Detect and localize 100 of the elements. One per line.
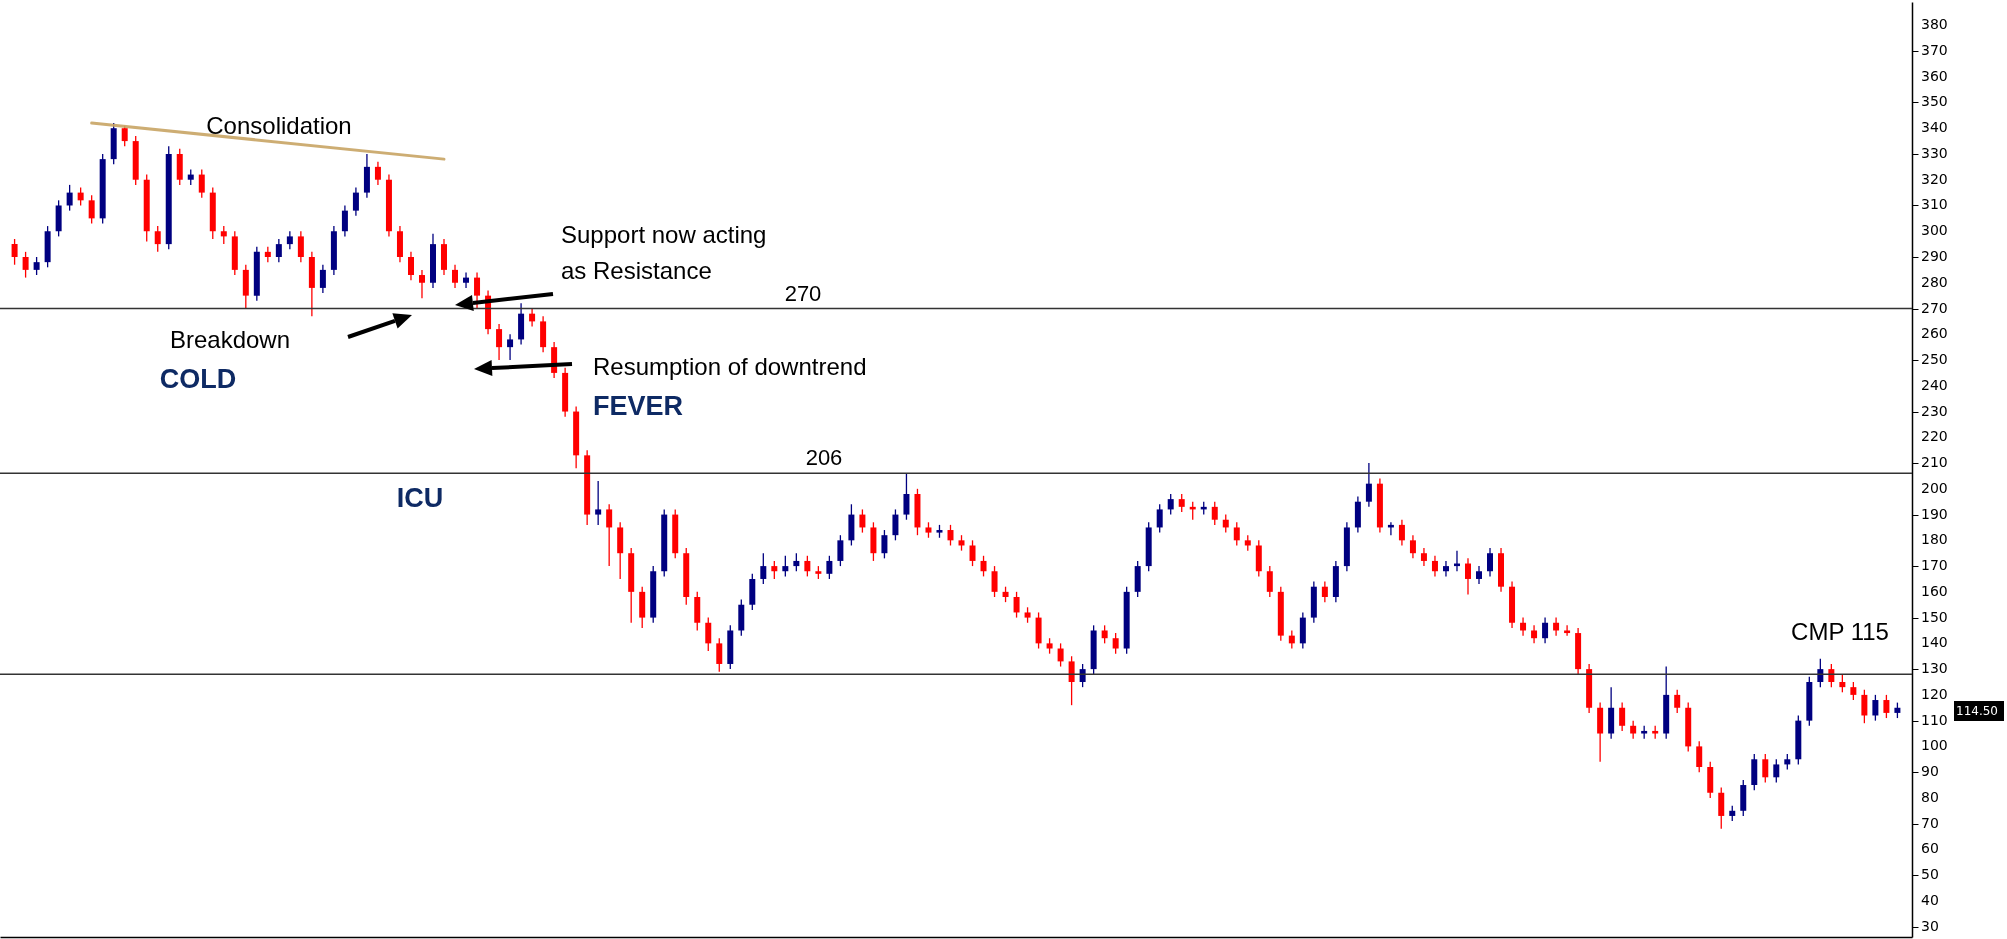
candlestick bbox=[1013, 591, 1020, 619]
candlestick bbox=[826, 555, 833, 580]
y-tick-label: 300 bbox=[1921, 222, 1948, 239]
y-tick-label: 330 bbox=[1921, 144, 1948, 161]
y-tick-label: 180 bbox=[1921, 531, 1948, 548]
candlestick bbox=[1409, 534, 1416, 560]
text: 114.50 bbox=[1956, 704, 1998, 718]
y-tick-label: 70 bbox=[1921, 814, 1939, 831]
candlestick bbox=[1057, 642, 1064, 668]
candlestick bbox=[782, 555, 789, 578]
candlestick bbox=[1288, 629, 1295, 650]
y-tick-label: 90 bbox=[1921, 763, 1939, 780]
y-tick-label: 30 bbox=[1921, 917, 1939, 934]
annotation: Consolidation bbox=[206, 112, 352, 139]
candlestick bbox=[1674, 689, 1681, 714]
candlestick bbox=[771, 560, 778, 580]
y-tick-label: 280 bbox=[1921, 273, 1948, 290]
candlestick bbox=[1839, 673, 1846, 693]
candlestick bbox=[991, 565, 998, 598]
candlestick bbox=[463, 271, 470, 289]
candlestick bbox=[1476, 565, 1483, 585]
candlestick bbox=[705, 616, 712, 652]
candlestick bbox=[1883, 694, 1890, 719]
candlestick bbox=[947, 524, 954, 547]
candlestick bbox=[66, 184, 73, 212]
y-tick-label: 210 bbox=[1921, 454, 1948, 471]
candlestick bbox=[1365, 462, 1372, 508]
y-tick-label: 230 bbox=[1921, 402, 1948, 419]
y-tick-label: 310 bbox=[1921, 196, 1948, 213]
candlestick bbox=[1079, 663, 1086, 688]
candlestick bbox=[1817, 658, 1824, 688]
annotation: Breakdown bbox=[169, 326, 291, 353]
candlestick bbox=[1861, 689, 1868, 724]
candlestick bbox=[77, 186, 84, 207]
candlestick bbox=[1718, 786, 1725, 830]
candlestick bbox=[452, 264, 459, 289]
candlestick bbox=[1542, 616, 1549, 645]
candlestick bbox=[1420, 547, 1427, 567]
candlestick bbox=[1233, 521, 1240, 547]
candlestick bbox=[275, 238, 282, 263]
candlestick bbox=[760, 552, 767, 585]
candlestick bbox=[1431, 555, 1438, 578]
candlestick bbox=[1068, 655, 1075, 706]
candlestick bbox=[33, 256, 40, 276]
candlestick bbox=[1520, 616, 1527, 637]
y-tick-label: 360 bbox=[1921, 67, 1948, 84]
candlestick bbox=[22, 251, 29, 279]
y-tick-label: 80 bbox=[1921, 788, 1939, 805]
candlestick bbox=[154, 225, 161, 253]
candlestick bbox=[793, 552, 800, 572]
candlestick bbox=[903, 472, 910, 521]
candlestick bbox=[11, 238, 18, 266]
y-tick-label: 200 bbox=[1921, 479, 1948, 496]
candlestick bbox=[418, 269, 425, 299]
y-tick-label: 50 bbox=[1921, 866, 1939, 883]
y-tick-label: 60 bbox=[1921, 840, 1939, 857]
candlestick bbox=[1266, 565, 1273, 598]
candlestick bbox=[1850, 681, 1857, 701]
candlestick bbox=[881, 529, 888, 560]
y-tick-label: 190 bbox=[1921, 505, 1948, 522]
candlestick bbox=[198, 168, 205, 199]
candlestick bbox=[1398, 519, 1405, 547]
candlestick bbox=[859, 508, 866, 534]
candlestick bbox=[319, 264, 326, 294]
candlestick bbox=[1762, 753, 1769, 784]
y-tick-label: 320 bbox=[1921, 170, 1948, 187]
ref-line-label: 270 bbox=[784, 280, 822, 306]
candlestick bbox=[1321, 580, 1328, 603]
candlestick bbox=[1564, 624, 1571, 637]
y-tick-label: 140 bbox=[1921, 634, 1948, 651]
annotation: Resumption of downtrend bbox=[593, 353, 867, 380]
y-tick-label: 100 bbox=[1921, 737, 1948, 754]
annotation: Support now acting as Resistance bbox=[561, 221, 767, 284]
candlestick bbox=[220, 225, 227, 245]
candlestick bbox=[595, 480, 602, 526]
annotation: FEVER bbox=[593, 391, 684, 421]
candlestick bbox=[1156, 503, 1163, 534]
candlestick bbox=[1630, 719, 1637, 740]
candlestick bbox=[1211, 501, 1218, 526]
candlestick bbox=[1112, 632, 1119, 655]
candlestick bbox=[892, 508, 899, 541]
y-tick-label: 240 bbox=[1921, 376, 1948, 393]
y-tick-label: 250 bbox=[1921, 351, 1948, 368]
y-tick-label: 260 bbox=[1921, 325, 1948, 342]
candlestick bbox=[980, 555, 987, 578]
candlestick bbox=[1531, 624, 1538, 645]
candlestick bbox=[88, 194, 95, 225]
y-tick-label: 380 bbox=[1921, 16, 1948, 33]
candlestick bbox=[1101, 624, 1108, 645]
candlestick bbox=[1465, 557, 1471, 596]
candlestick bbox=[474, 271, 481, 310]
candlestick bbox=[341, 204, 348, 238]
y-tick-label: 120 bbox=[1921, 685, 1948, 702]
y-tick-label: 270 bbox=[1921, 299, 1948, 316]
y-tick-label: 220 bbox=[1921, 428, 1948, 445]
candlestick bbox=[1696, 740, 1703, 773]
candlestick bbox=[837, 534, 844, 567]
candlestick bbox=[1828, 663, 1835, 688]
candlestick bbox=[507, 333, 514, 361]
y-tick-label: 150 bbox=[1921, 608, 1948, 625]
